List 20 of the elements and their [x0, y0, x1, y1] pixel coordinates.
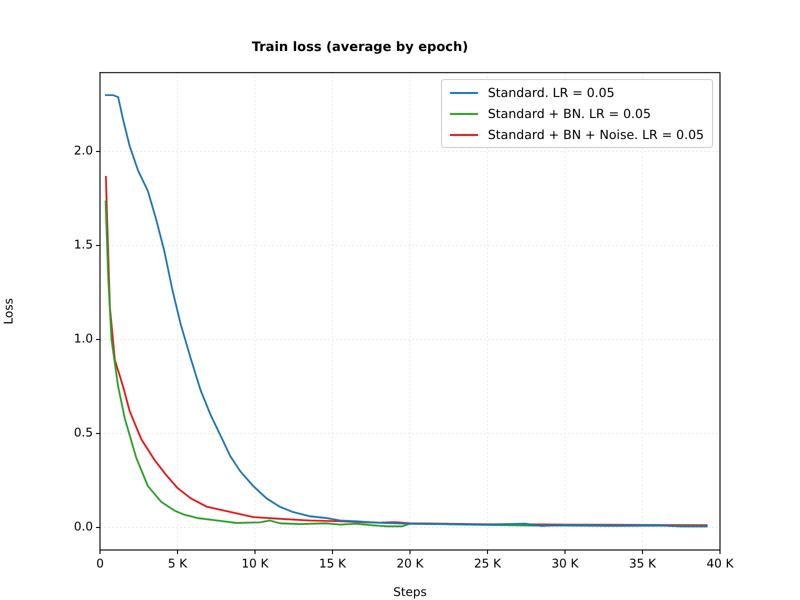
- legend-label: Standard + BN. LR = 0.05: [488, 106, 651, 121]
- x-axis-title: Steps: [393, 584, 427, 599]
- x-tick-label: 5 K: [168, 556, 188, 570]
- y-axis-title: Loss: [1, 298, 16, 324]
- x-tick-label: 10 K: [242, 556, 270, 570]
- x-tick-label: 30 K: [552, 556, 580, 570]
- legend-label: Standard. LR = 0.05: [488, 85, 615, 100]
- y-tick-label: 2.0: [74, 144, 93, 158]
- x-tick-label: 15 K: [319, 556, 348, 570]
- x-tick-label: 35 K: [629, 556, 658, 570]
- legend-label: Standard + BN + Noise. LR = 0.05: [488, 127, 704, 142]
- chart-title: Train loss (average by epoch): [252, 40, 468, 56]
- x-tick-label: 0: [96, 556, 104, 570]
- x-tick-label: 20 K: [396, 556, 425, 570]
- x-tick-label: 40 K: [706, 556, 735, 570]
- y-tick-label: 0.0: [74, 520, 93, 534]
- x-tick-label: 25 K: [474, 556, 502, 570]
- y-tick-label: 1.0: [74, 332, 93, 346]
- y-tick-label: 1.5: [74, 238, 93, 252]
- y-tick-label: 0.5: [74, 426, 93, 440]
